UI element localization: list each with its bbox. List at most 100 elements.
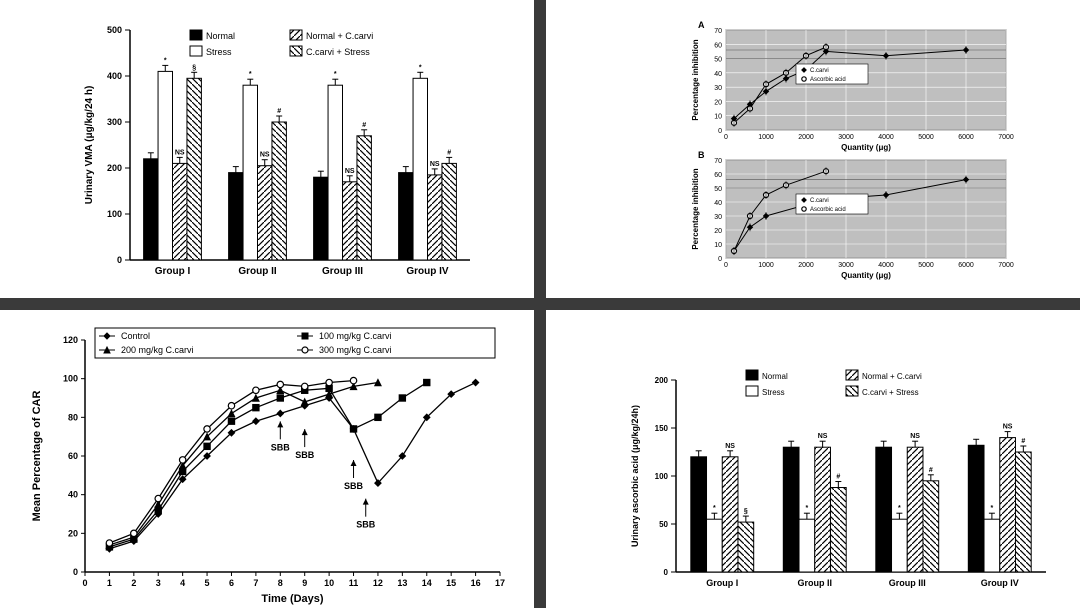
svg-text:3000: 3000: [838, 134, 854, 141]
svg-text:§: §: [192, 64, 196, 71]
svg-text:8: 8: [278, 578, 283, 588]
svg-text:400: 400: [107, 71, 122, 81]
svg-text:NS: NS: [910, 433, 920, 440]
svg-text:0: 0: [718, 256, 722, 263]
svg-text:11: 11: [349, 578, 359, 588]
svg-text:0: 0: [718, 128, 722, 135]
svg-text:#: #: [929, 467, 933, 474]
svg-text:50: 50: [659, 520, 668, 529]
svg-text:Stress: Stress: [762, 388, 785, 397]
svg-text:300: 300: [107, 117, 122, 127]
svg-text:§: §: [744, 508, 748, 515]
inhibition-line-charts: 0100020003000400050006000700001020304050…: [546, 0, 1080, 298]
panel-bottom-left: 0123456789101112131415161702040608010012…: [0, 310, 534, 608]
svg-text:200 mg/kg C.carvi: 200 mg/kg C.carvi: [121, 345, 194, 355]
svg-text:Quantity (μg): Quantity (μg): [841, 143, 891, 152]
svg-text:4000: 4000: [878, 262, 894, 269]
svg-text:70: 70: [714, 158, 722, 165]
svg-text:2: 2: [131, 578, 136, 588]
svg-text:150: 150: [655, 424, 669, 433]
svg-text:100: 100: [63, 374, 78, 384]
svg-text:*: *: [991, 505, 994, 512]
svg-text:3: 3: [156, 578, 161, 588]
svg-text:*: *: [164, 57, 167, 64]
svg-text:Group III: Group III: [889, 578, 926, 588]
svg-text:*: *: [334, 71, 337, 78]
svg-text:12: 12: [373, 578, 383, 588]
svg-text:C.carvi + Stress: C.carvi + Stress: [862, 388, 919, 397]
svg-text:*: *: [419, 64, 422, 71]
svg-text:*: *: [249, 71, 252, 78]
svg-text:Normal + C.carvi: Normal + C.carvi: [862, 372, 922, 381]
vma-bar-chart: 0100200300400500Urinary VMA (μg/kg/24 h)…: [0, 0, 534, 298]
svg-text:#: #: [1021, 438, 1025, 445]
svg-text:40: 40: [68, 490, 78, 500]
svg-text:Group III: Group III: [322, 266, 363, 277]
svg-text:Group IV: Group IV: [981, 578, 1019, 588]
svg-text:NS: NS: [175, 149, 185, 156]
svg-text:5000: 5000: [918, 262, 934, 269]
svg-text:4000: 4000: [878, 134, 894, 141]
ascorbic-bar-chart: 050100150200Urinary ascorbic acid (μg/kg…: [546, 310, 1080, 608]
svg-text:Urinary ascorbic acid (μg/kg/2: Urinary ascorbic acid (μg/kg/24h): [630, 405, 640, 547]
svg-text:Group I: Group I: [706, 578, 738, 588]
svg-text:A: A: [698, 20, 705, 30]
svg-text:Ascorbic acid: Ascorbic acid: [810, 77, 846, 83]
svg-text:500: 500: [107, 25, 122, 35]
svg-text:6000: 6000: [958, 262, 974, 269]
svg-text:SBB: SBB: [344, 481, 364, 491]
svg-text:Percentage inhibition: Percentage inhibition: [691, 168, 700, 249]
svg-text:Percentage inhibition: Percentage inhibition: [691, 39, 700, 120]
svg-text:16: 16: [471, 578, 481, 588]
svg-text:13: 13: [397, 578, 407, 588]
svg-text:Normal + C.carvi: Normal + C.carvi: [306, 31, 373, 41]
svg-text:SBB: SBB: [271, 442, 291, 452]
svg-text:NS: NS: [260, 152, 270, 159]
svg-text:1: 1: [107, 578, 112, 588]
svg-text:100 mg/kg C.carvi: 100 mg/kg C.carvi: [319, 331, 392, 341]
panel-top-left: 0100200300400500Urinary VMA (μg/kg/24 h)…: [0, 0, 534, 298]
svg-text:NS: NS: [818, 433, 828, 440]
svg-text:10: 10: [714, 242, 722, 249]
svg-text:Stress: Stress: [206, 47, 232, 57]
svg-text:SBB: SBB: [295, 450, 315, 460]
svg-text:200: 200: [107, 163, 122, 173]
svg-text:C.carvi: C.carvi: [810, 198, 829, 204]
svg-text:20: 20: [714, 99, 722, 106]
svg-text:7000: 7000: [998, 134, 1014, 141]
svg-text:0: 0: [724, 262, 728, 269]
panel-top-right: 0100020003000400050006000700001020304050…: [546, 0, 1080, 298]
svg-text:0: 0: [724, 134, 728, 141]
svg-text:200: 200: [655, 376, 669, 385]
svg-text:Quantity (μg): Quantity (μg): [841, 271, 891, 280]
svg-text:40: 40: [714, 200, 722, 207]
svg-text:*: *: [806, 505, 809, 512]
figure-grid: 0100200300400500Urinary VMA (μg/kg/24 h)…: [0, 0, 1080, 608]
svg-text:#: #: [447, 149, 451, 156]
svg-text:4: 4: [180, 578, 185, 588]
svg-text:7: 7: [253, 578, 258, 588]
svg-text:10: 10: [714, 114, 722, 121]
svg-text:15: 15: [446, 578, 456, 588]
svg-text:0: 0: [82, 578, 87, 588]
svg-text:2000: 2000: [798, 134, 814, 141]
svg-text:6: 6: [229, 578, 234, 588]
svg-text:17: 17: [495, 578, 505, 588]
svg-text:*: *: [713, 505, 716, 512]
svg-text:70: 70: [714, 28, 722, 35]
svg-text:30: 30: [714, 85, 722, 92]
svg-text:Time (Days): Time (Days): [261, 593, 323, 605]
svg-text:60: 60: [714, 42, 722, 49]
svg-text:40: 40: [714, 71, 722, 78]
svg-text:100: 100: [107, 209, 122, 219]
svg-text:10: 10: [324, 578, 334, 588]
svg-text:30: 30: [714, 214, 722, 221]
svg-text:Mean Percentage of CAR: Mean Percentage of CAR: [31, 391, 43, 522]
svg-text:2000: 2000: [798, 262, 814, 269]
svg-text:1000: 1000: [758, 134, 774, 141]
svg-text:Control: Control: [121, 331, 150, 341]
svg-text:NS: NS: [430, 161, 440, 168]
svg-text:60: 60: [68, 451, 78, 461]
svg-text:7000: 7000: [998, 262, 1014, 269]
svg-text:C.carvi: C.carvi: [810, 68, 829, 74]
